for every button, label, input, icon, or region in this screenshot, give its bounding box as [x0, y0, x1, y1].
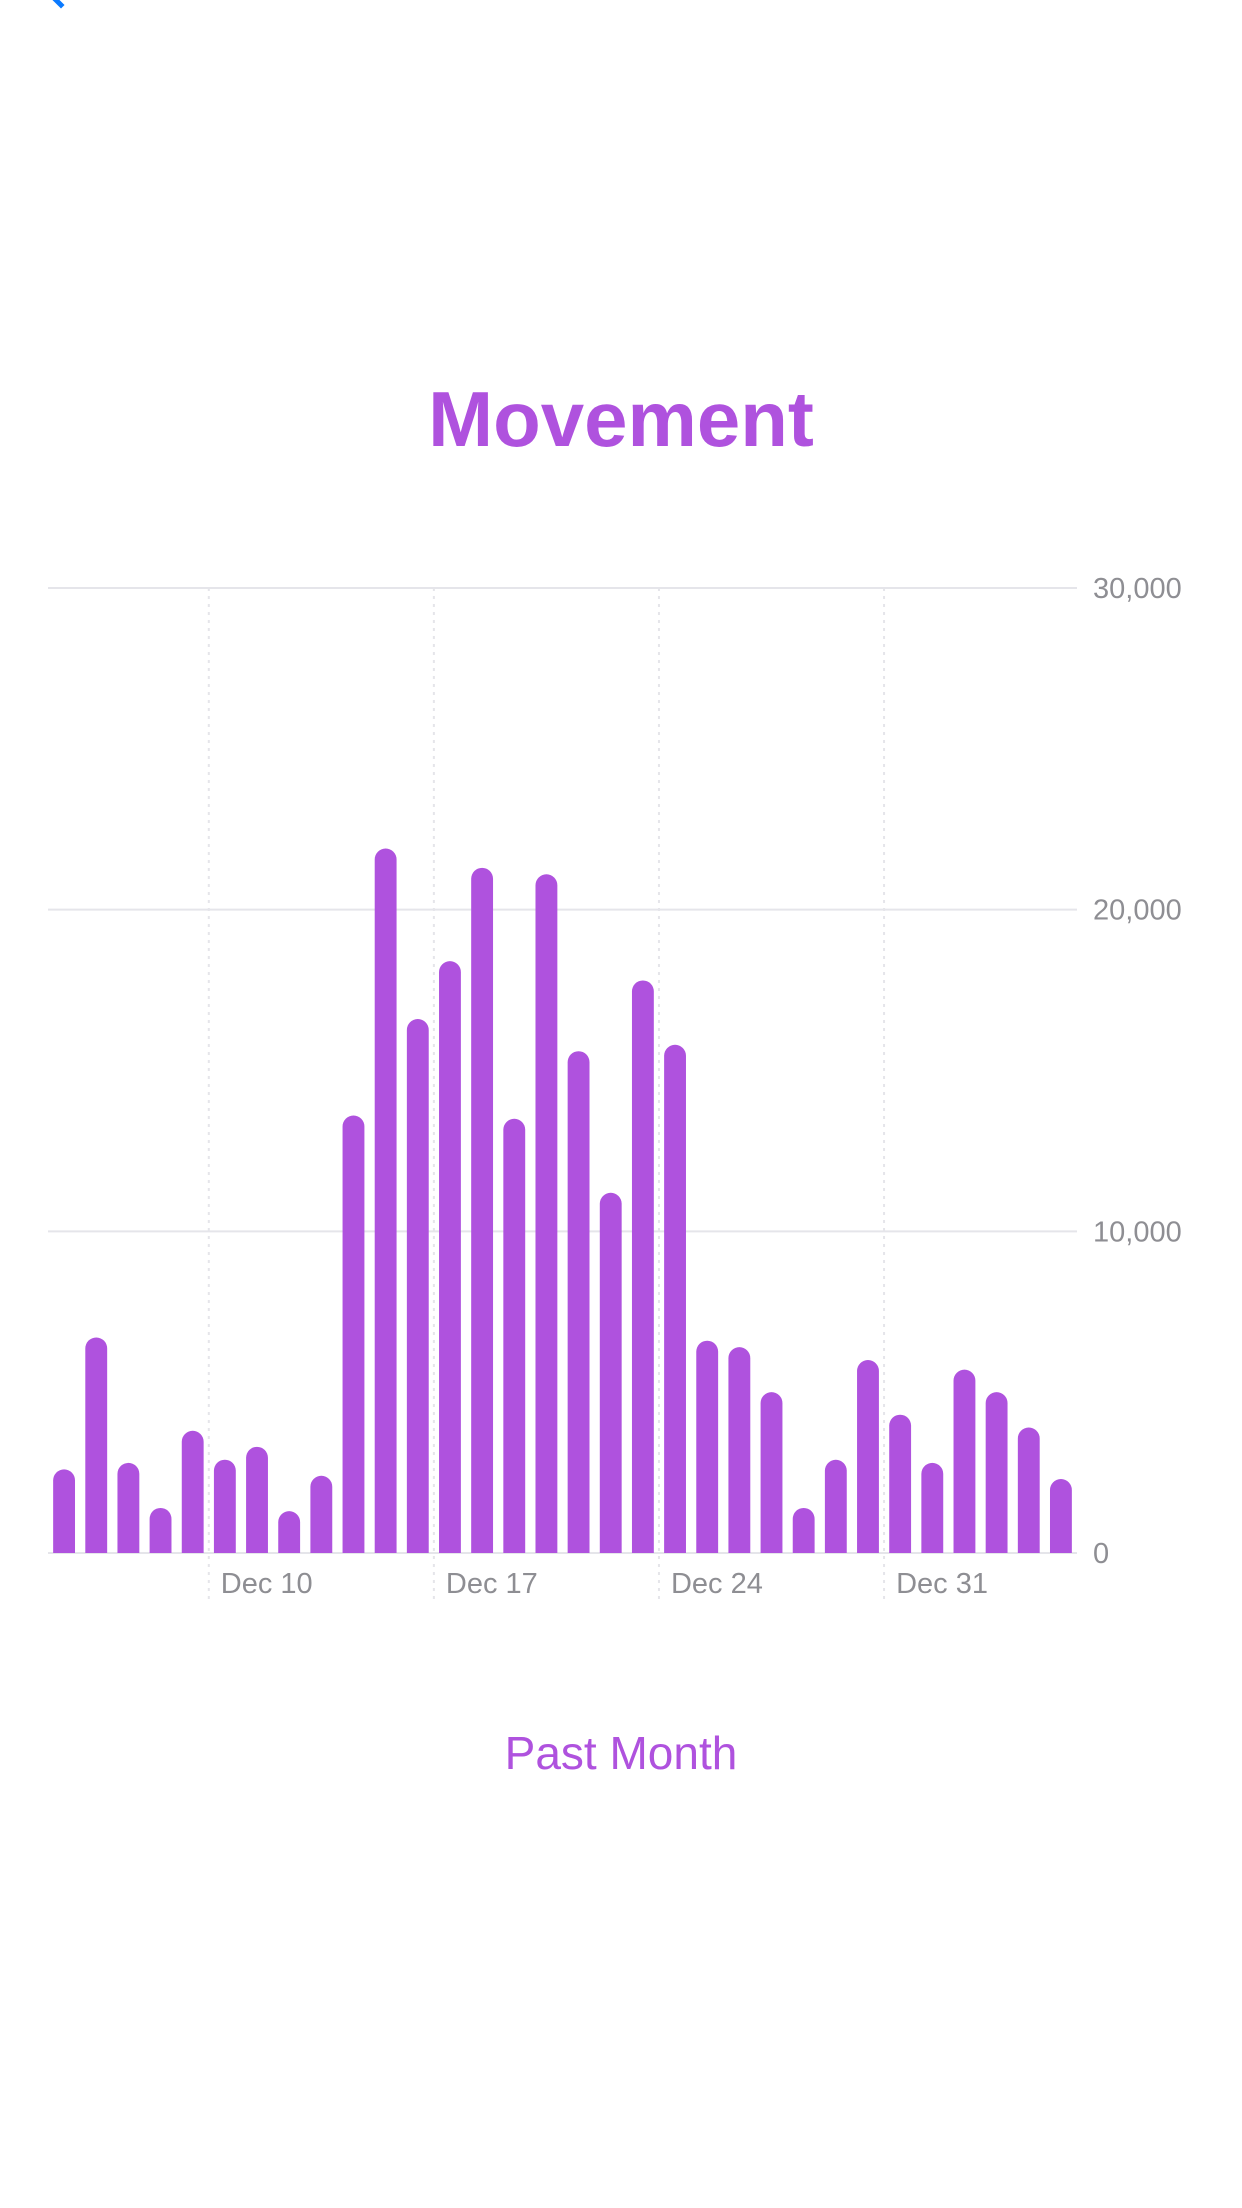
bar	[696, 1340, 719, 1553]
bar-layer	[53, 848, 1072, 1553]
bar	[53, 1469, 76, 1553]
y-tick-label: 0	[1093, 1538, 1109, 1570]
y-tick-label: 30,000	[1093, 573, 1182, 605]
bar	[953, 1369, 976, 1553]
x-tick-label: Dec 17	[446, 1568, 538, 1600]
bar	[471, 867, 494, 1553]
bar	[1049, 1479, 1072, 1553]
bar	[278, 1511, 301, 1553]
period-selector[interactable]: Past Month	[504, 1727, 738, 1779]
bar	[664, 1044, 686, 1553]
y-tick-label: 20,000	[1093, 895, 1182, 927]
bar	[985, 1392, 1008, 1553]
page-title: Movement	[428, 375, 814, 463]
bar	[213, 1459, 236, 1553]
bar	[889, 1414, 912, 1553]
bar	[535, 874, 558, 1553]
bar	[921, 1462, 944, 1553]
label-layer: 30,000 20,000 10,000 0 Dec 10 Dec 17 Dec 24 Dec…	[221, 573, 1182, 1600]
bar	[149, 1507, 172, 1553]
y-tick-label: 10,000	[1093, 1216, 1182, 1248]
x-tick-label: Dec 31	[896, 1568, 988, 1600]
bar	[792, 1507, 815, 1553]
bar	[760, 1392, 783, 1553]
bar	[85, 1337, 108, 1553]
bar	[439, 961, 461, 1553]
bar	[117, 1462, 140, 1553]
x-tick-label: Dec 24	[671, 1568, 763, 1600]
bar	[857, 1360, 879, 1553]
bar	[728, 1347, 751, 1553]
x-tick-label: Dec 10	[221, 1568, 313, 1600]
bar	[599, 1192, 622, 1553]
bar	[567, 1051, 590, 1553]
bar	[824, 1459, 847, 1553]
back-chevron-icon[interactable]	[45, 0, 77, 9]
bar	[342, 1115, 365, 1553]
bar	[631, 980, 654, 1553]
bar	[374, 848, 397, 1553]
bar	[181, 1430, 204, 1553]
bar	[406, 1019, 429, 1553]
bar	[246, 1446, 268, 1553]
bar	[310, 1475, 333, 1553]
movement-chart: 30,000 20,000 10,000 0 Dec 10 Dec 17 Dec 24 Dec…	[48, 573, 1182, 1603]
bar	[503, 1118, 526, 1553]
bar	[1017, 1427, 1040, 1553]
